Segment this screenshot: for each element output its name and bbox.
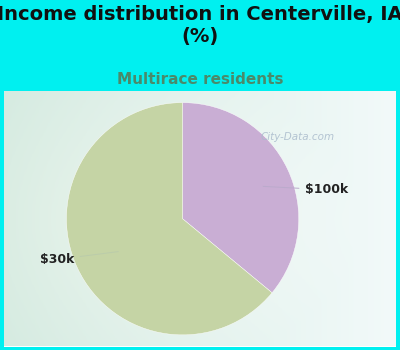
Text: $30k: $30k	[40, 252, 118, 266]
Text: Income distribution in Centerville, IA
(%): Income distribution in Centerville, IA (…	[0, 5, 400, 46]
Wedge shape	[66, 103, 272, 335]
Text: Multirace residents: Multirace residents	[117, 72, 283, 87]
Text: City-Data.com: City-Data.com	[261, 132, 335, 142]
Text: $100k: $100k	[263, 183, 348, 196]
Wedge shape	[182, 103, 299, 293]
